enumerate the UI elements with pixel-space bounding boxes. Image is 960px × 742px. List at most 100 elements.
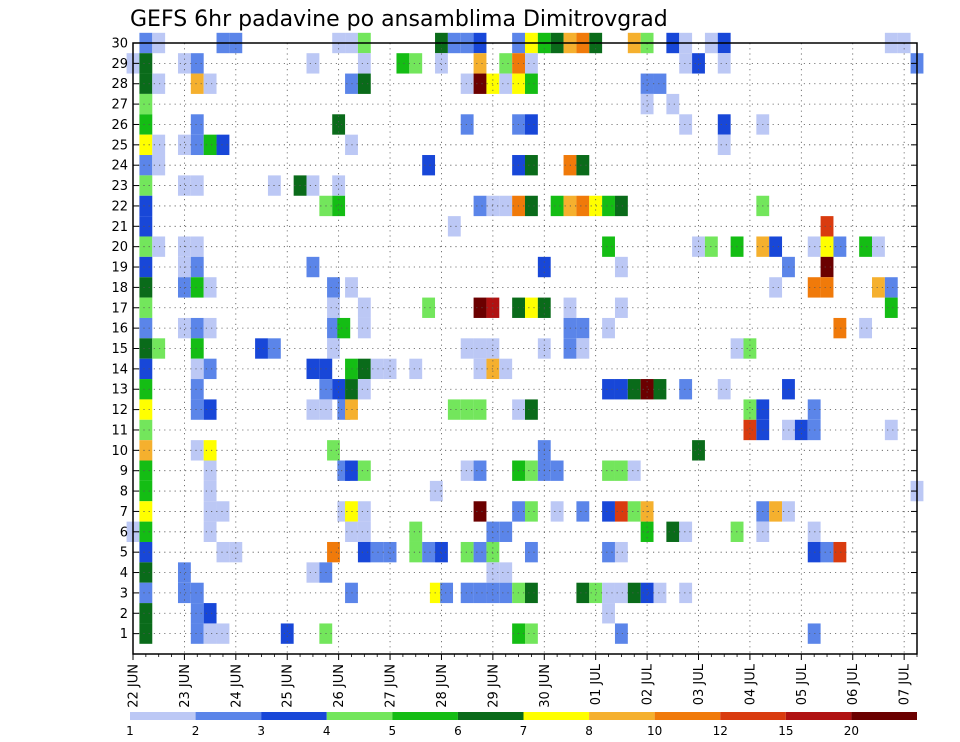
heatmap-cell (327, 277, 340, 298)
heatmap-cell (602, 603, 615, 624)
heatmap-cell (139, 501, 153, 522)
heatmap-cell (833, 236, 847, 257)
heatmap-cell (640, 582, 654, 604)
y-tick-label: 22 (111, 199, 128, 214)
y-tick-label: 25 (111, 138, 128, 153)
y-tick-label: 1 (120, 627, 128, 642)
heatmap-cell (499, 582, 513, 604)
heatmap-cell (139, 195, 153, 217)
heatmap-cell (139, 175, 153, 196)
x-tick-label: 02 JUL (641, 663, 656, 705)
legend-swatch (851, 712, 917, 720)
heatmap-cell (383, 541, 397, 563)
heatmap-cell (499, 73, 513, 94)
legend-label: 12 (713, 724, 728, 738)
heatmap-cell (679, 379, 693, 400)
legend-label: 3 (257, 724, 265, 738)
heatmap-cell (357, 460, 371, 481)
heatmap-cell (473, 582, 487, 604)
heatmap-cell (422, 541, 436, 563)
x-tick-label: 26 JUN (332, 664, 347, 708)
legend-label: 7 (520, 724, 528, 738)
heatmap-cell (447, 399, 461, 420)
heatmap-cell (576, 582, 590, 604)
heatmap-cell (409, 53, 423, 74)
heatmap-cell (190, 338, 204, 359)
heatmap-cell (203, 358, 217, 380)
heatmap-cell (203, 440, 217, 461)
heatmap-cell (602, 379, 615, 400)
heatmap-cell (614, 195, 628, 217)
heatmap-cell (525, 582, 538, 604)
chart-title: GEFS 6hr padavine po ansamblima Dimitrov… (130, 7, 668, 32)
heatmap-cell (884, 297, 898, 318)
heatmap-cell (203, 480, 217, 502)
x-tick-label: 23 JUN (178, 664, 193, 708)
y-tick-label: 12 (111, 403, 128, 418)
heatmap-cell (460, 338, 474, 359)
heatmap-cell (139, 216, 153, 237)
heatmap-cell (327, 317, 340, 339)
heatmap-cell (203, 501, 217, 522)
heatmap-cell (807, 623, 821, 644)
heatmap-cell (190, 358, 204, 380)
heatmap-cell (717, 114, 731, 135)
heatmap-cell (216, 134, 230, 156)
heatmap-cell (473, 297, 487, 318)
heatmap-cell (190, 73, 204, 94)
heatmap-cell (139, 277, 153, 298)
y-tick-label: 4 (120, 566, 128, 581)
legend-swatch (195, 712, 262, 720)
y-tick-label: 8 (120, 485, 128, 500)
heatmap-cell (203, 521, 217, 542)
x-tick-label: 22 JUN (127, 664, 142, 708)
heatmap-cell (190, 582, 204, 604)
heatmap-cell (177, 317, 191, 339)
heatmap-cell (203, 134, 217, 156)
y-tick-label: 18 (111, 281, 128, 296)
legend-label: 6 (454, 724, 462, 738)
y-tick-label: 11 (111, 423, 128, 438)
x-tick-label: 27 JUN (384, 664, 399, 708)
heatmap-cell (422, 155, 436, 176)
heatmap-cell (229, 541, 243, 563)
heatmap-cell (820, 541, 834, 563)
heatmap-cell (139, 236, 153, 257)
heatmap-cell (306, 53, 320, 74)
y-tick-label: 14 (111, 362, 128, 377)
heatmap-cell (383, 358, 397, 380)
heatmap-cell (679, 114, 693, 135)
heatmap-cell (820, 256, 834, 278)
heatmap-cell (614, 501, 628, 522)
x-tick-label: 29 JUN (486, 664, 501, 708)
heatmap-cell (327, 440, 340, 461)
heatmap-cell (640, 379, 654, 400)
heatmap-cell (409, 358, 423, 380)
heatmap-cell (602, 317, 615, 339)
heatmap-cell (473, 53, 487, 74)
x-tick-label: 01 JUL (589, 663, 604, 705)
heatmap-cell (550, 195, 564, 217)
x-tick-label: 06 JUL (846, 663, 861, 705)
y-tick-label: 3 (120, 586, 128, 601)
heatmap-cell (429, 480, 443, 502)
heatmap-cell (409, 521, 423, 542)
heatmap-cell (602, 541, 615, 563)
y-tick-label: 24 (111, 159, 128, 174)
heatmap-cell (190, 440, 204, 461)
heatmap-cell (640, 93, 654, 115)
heatmap-cell (332, 195, 346, 217)
legend-label: 8 (585, 724, 593, 738)
heatmap-cell (177, 582, 191, 604)
heatmap-cell (499, 521, 513, 542)
heatmap-cell (190, 399, 204, 420)
heatmap-cell (139, 155, 153, 176)
heatmap-cell (139, 419, 153, 441)
heatmap-cell (833, 317, 847, 339)
heatmap-cell (602, 582, 615, 604)
heatmap-cell (769, 236, 783, 257)
heatmap-cell (306, 562, 320, 583)
heatmap-cell (653, 73, 667, 94)
y-tick-label: 26 (111, 118, 128, 133)
